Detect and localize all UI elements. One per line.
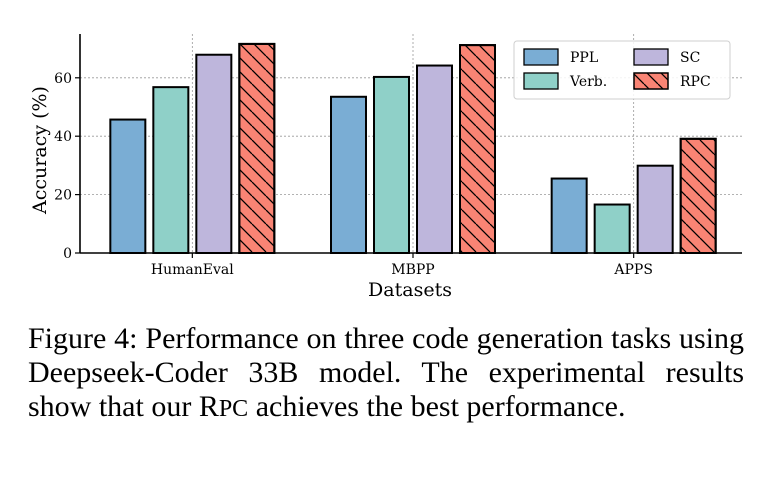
x-axis-label: Datasets xyxy=(368,279,452,301)
y-tick-label: 20 xyxy=(54,188,72,204)
legend-label: SC xyxy=(680,50,700,66)
y-tick-label: 40 xyxy=(54,129,72,145)
y-tick-label: 60 xyxy=(54,71,72,87)
y-axis-label: Accuracy (%) xyxy=(29,86,51,215)
x-tick-label: MBPP xyxy=(391,262,434,278)
legend-swatch xyxy=(523,72,559,90)
legend-box xyxy=(513,40,731,100)
bar-hatch xyxy=(238,42,276,255)
bar-sc xyxy=(636,164,674,254)
bar-verb xyxy=(593,203,631,254)
x-ticks: HumanEval MBPP APPS xyxy=(151,253,653,278)
y-tick-label: 0 xyxy=(63,246,72,262)
bar-sc xyxy=(416,64,453,255)
x-tick-label: APPS xyxy=(613,262,653,278)
legend-swatch-hatch xyxy=(633,72,669,90)
bars-group xyxy=(109,42,717,255)
bar-ppl xyxy=(550,177,588,254)
bar-ppl xyxy=(109,118,147,254)
bar-ppl xyxy=(330,95,367,254)
figure-caption: Figure 4: Performance on three code gene… xyxy=(28,322,744,426)
legend-swatch xyxy=(633,48,669,66)
bar-hatch xyxy=(679,137,717,254)
bar-verb xyxy=(373,75,410,255)
x-tick-label: HumanEval xyxy=(151,262,234,278)
y-ticks: 0 20 40 60 xyxy=(54,71,80,262)
bar-hatch xyxy=(459,44,496,255)
caption-text: Figure 4: Performance on three code gene… xyxy=(28,322,744,423)
legend-label: Verb. xyxy=(569,74,607,90)
legend-label: PPL xyxy=(570,50,598,66)
legend-swatch xyxy=(523,48,559,66)
bar-sc xyxy=(195,53,233,255)
bar-verb xyxy=(152,86,190,254)
axes xyxy=(79,34,742,254)
legend: PPL Verb. SC RPC xyxy=(513,40,731,100)
caption-suffix: achieves the best performance. xyxy=(248,390,626,423)
legend-label: RPC xyxy=(680,74,711,90)
bar-chart: 0 20 40 60 HumanEval MBPP APPS Datasets Accur… xyxy=(29,34,742,301)
caption-smallcaps: PC xyxy=(218,396,249,422)
